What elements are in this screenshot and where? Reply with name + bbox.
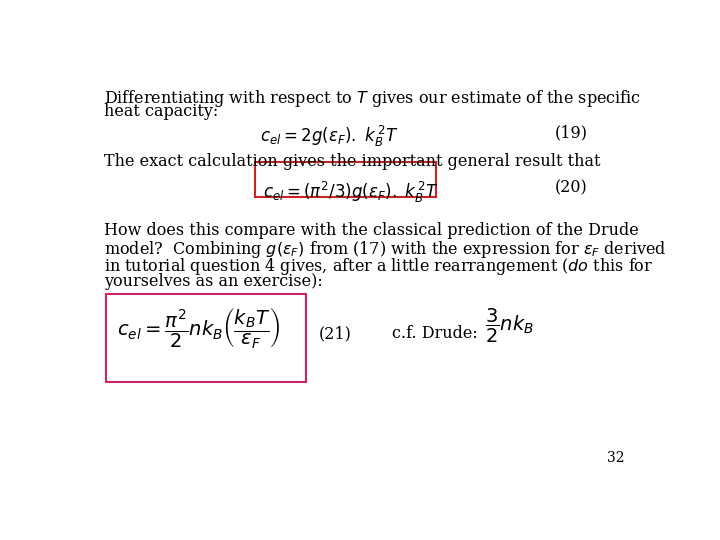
Text: The exact calculation gives the important general result that: The exact calculation gives the importan… bbox=[104, 153, 600, 170]
Text: $c_{el} = 2g(\varepsilon_F).\ k_B^{\,2}T$: $c_{el} = 2g(\varepsilon_F).\ k_B^{\,2}T… bbox=[261, 124, 399, 149]
Text: Differentiating with respect to $T$ gives our estimate of the specific: Differentiating with respect to $T$ give… bbox=[104, 88, 641, 109]
Text: How does this compare with the classical prediction of the Drude: How does this compare with the classical… bbox=[104, 222, 639, 239]
Text: $c_{el} = (\pi^2/3)g(\varepsilon_F).\ k_B^{\,2}T$: $c_{el} = (\pi^2/3)g(\varepsilon_F).\ k_… bbox=[263, 179, 438, 205]
Text: heat capacity:: heat capacity: bbox=[104, 103, 218, 120]
Text: $c_{el} = \dfrac{\pi^2}{2}nk_B\left(\dfrac{k_BT}{\varepsilon_F}\right)$: $c_{el} = \dfrac{\pi^2}{2}nk_B\left(\dfr… bbox=[117, 305, 281, 350]
Text: 32: 32 bbox=[607, 451, 625, 465]
Text: in tutorial question 4 gives, after a little rearrangement ($do$ this for: in tutorial question 4 gives, after a li… bbox=[104, 256, 653, 277]
Text: model?  Combining $g(\varepsilon_F)$ from (17) with the expression for $\varepsi: model? Combining $g(\varepsilon_F)$ from… bbox=[104, 239, 667, 260]
Text: yourselves as an exercise):: yourselves as an exercise): bbox=[104, 273, 323, 289]
Text: (19): (19) bbox=[555, 124, 588, 141]
Text: (20): (20) bbox=[555, 179, 588, 197]
Text: $\dfrac{3}{2}nk_B$: $\dfrac{3}{2}nk_B$ bbox=[485, 307, 534, 346]
Text: c.f. Drude:: c.f. Drude: bbox=[392, 325, 478, 342]
Text: (21): (21) bbox=[319, 325, 351, 342]
